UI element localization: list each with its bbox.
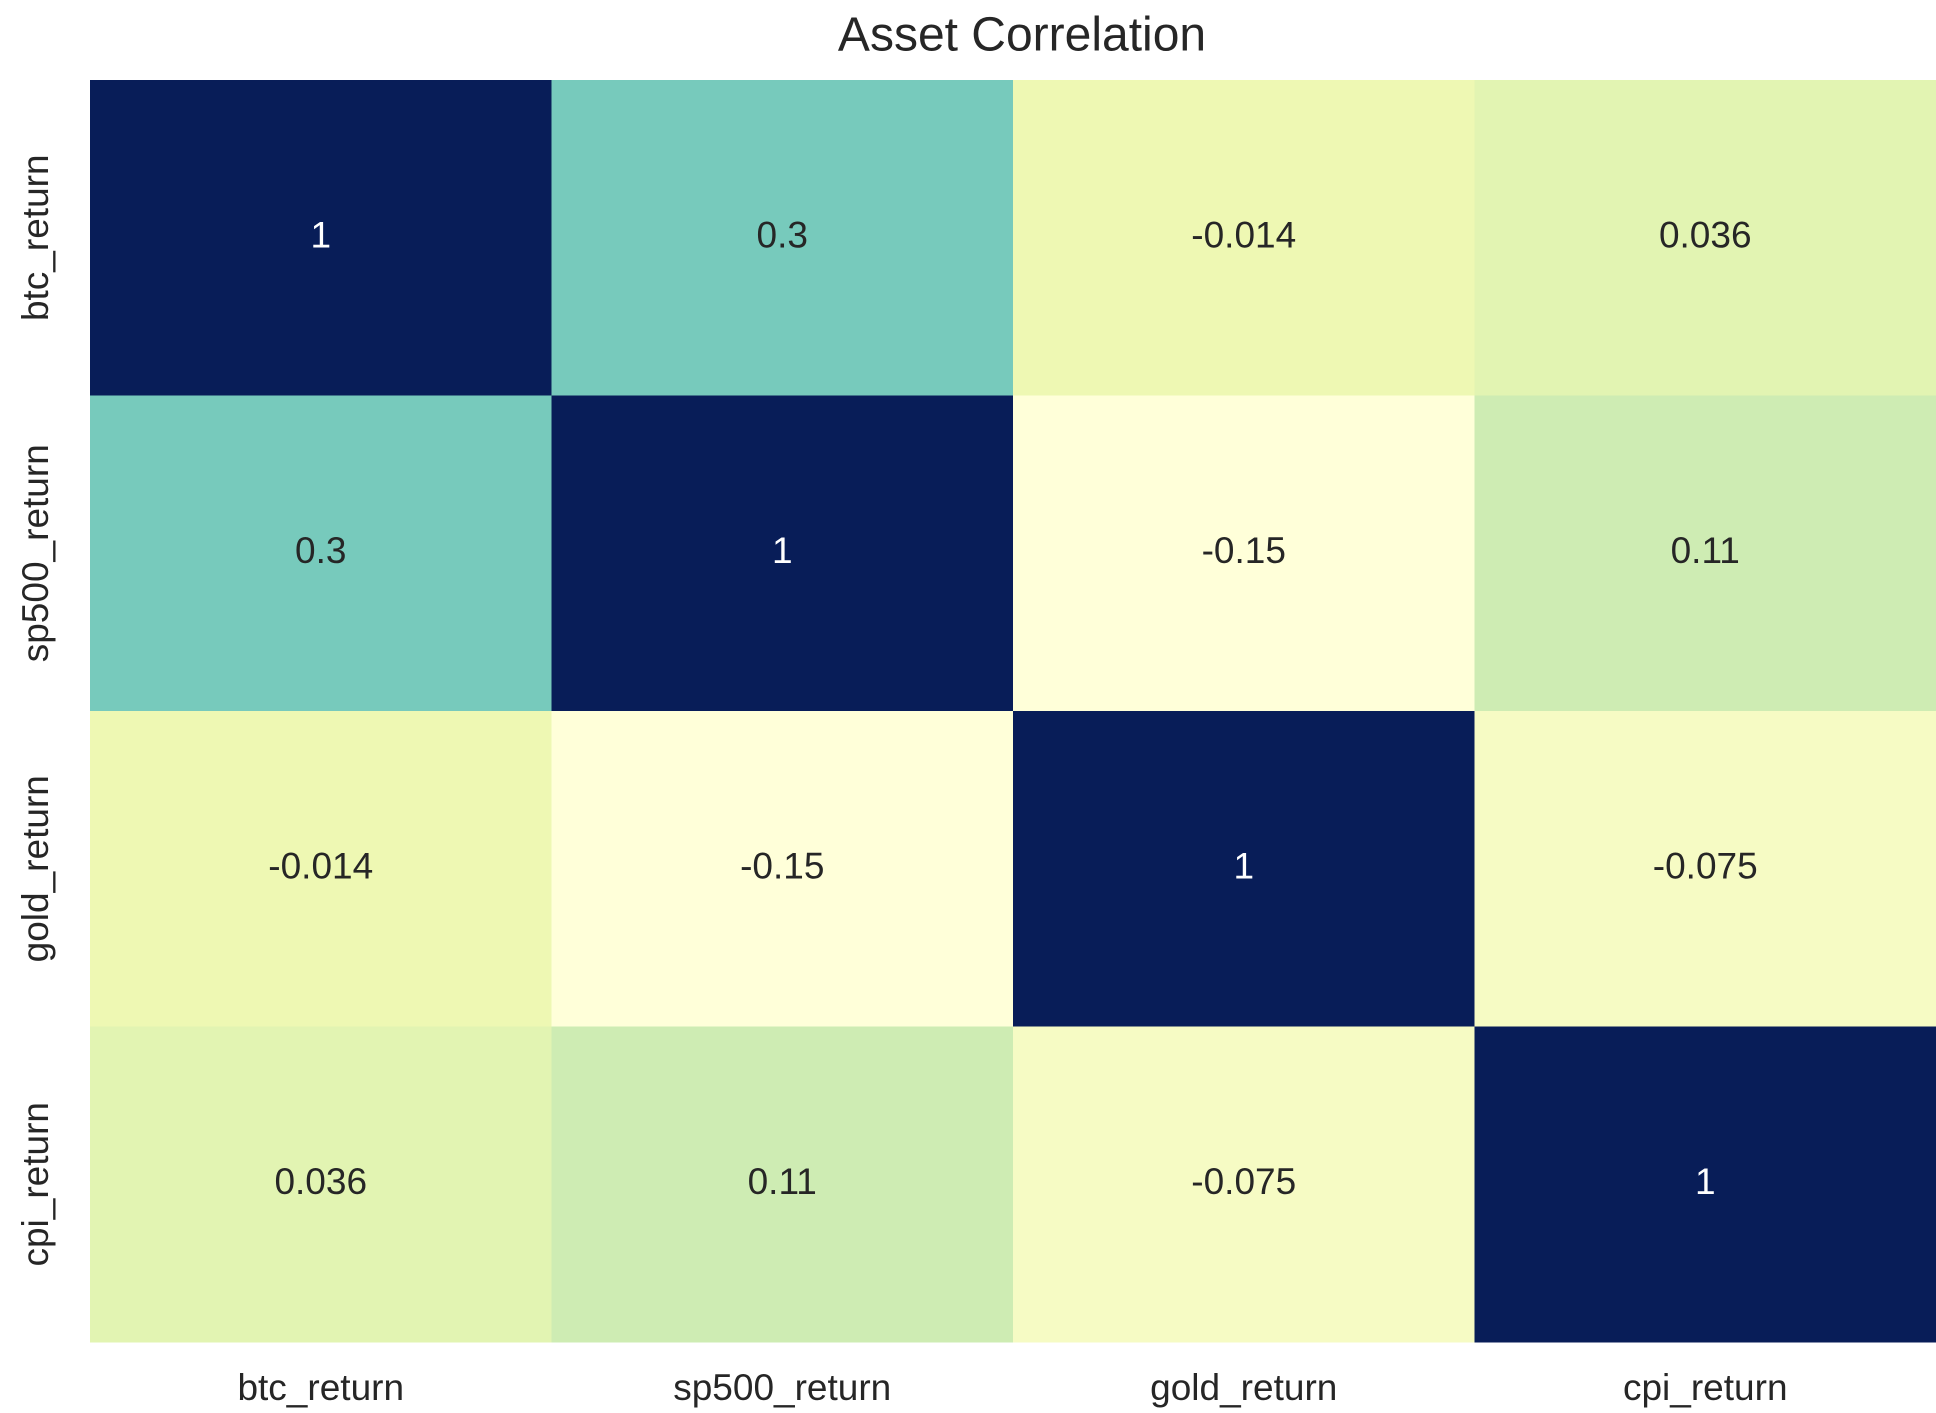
cell-label: 1 (1233, 846, 1254, 887)
heatmap-cell (551, 1026, 1014, 1343)
cell-label: 0.3 (295, 530, 346, 571)
y-tick-label: btc_return (15, 154, 56, 321)
cell-label: 1 (772, 530, 793, 571)
heatmap-cell (1013, 711, 1475, 1027)
cell-label: 1 (1695, 1161, 1716, 1202)
cell-label: -0.075 (1653, 846, 1758, 887)
cell-label: 0.11 (1671, 530, 1740, 571)
heatmap-cell (90, 80, 552, 396)
heatmap-cell (1474, 395, 1936, 712)
heatmap-cell (551, 711, 1014, 1027)
heatmap-cell (1013, 395, 1475, 712)
cell-label: -0.014 (1191, 215, 1296, 256)
cell-label: 0.036 (274, 1161, 367, 1202)
cell-label: 0.11 (748, 1161, 817, 1202)
chart-title: Asset Correlation (838, 9, 1206, 62)
x-tick-label: cpi_return (1623, 1367, 1788, 1408)
cell-label: 1 (310, 215, 331, 256)
heatmap-cell (90, 1026, 552, 1343)
heatmap-cell (551, 80, 1014, 396)
x-tick-label: gold_return (1150, 1367, 1337, 1408)
heatmap-cell (551, 395, 1014, 712)
cell-label: -0.014 (268, 846, 373, 887)
cell-label: 0.3 (757, 215, 808, 256)
x-tick-label: btc_return (237, 1367, 404, 1408)
heatmap-cell (1474, 80, 1936, 396)
heatmap-cell (90, 395, 552, 712)
cell-label: 0.036 (1659, 215, 1752, 256)
heatmap-cell (1474, 711, 1936, 1027)
heatmap-cell (90, 711, 552, 1027)
cell-label: -0.075 (1191, 1161, 1296, 1202)
y-tick-label: gold_return (15, 775, 56, 962)
heatmap-cell (1013, 80, 1475, 396)
y-tick-label: sp500_return (15, 444, 56, 662)
heatmap-cell (1474, 1026, 1936, 1343)
x-tick-label: sp500_return (673, 1367, 891, 1408)
cell-label: -0.15 (1202, 530, 1286, 571)
y-tick-label: cpi_return (15, 1102, 56, 1267)
cell-label: -0.15 (740, 846, 824, 887)
heatmap-cell (1013, 1026, 1475, 1343)
